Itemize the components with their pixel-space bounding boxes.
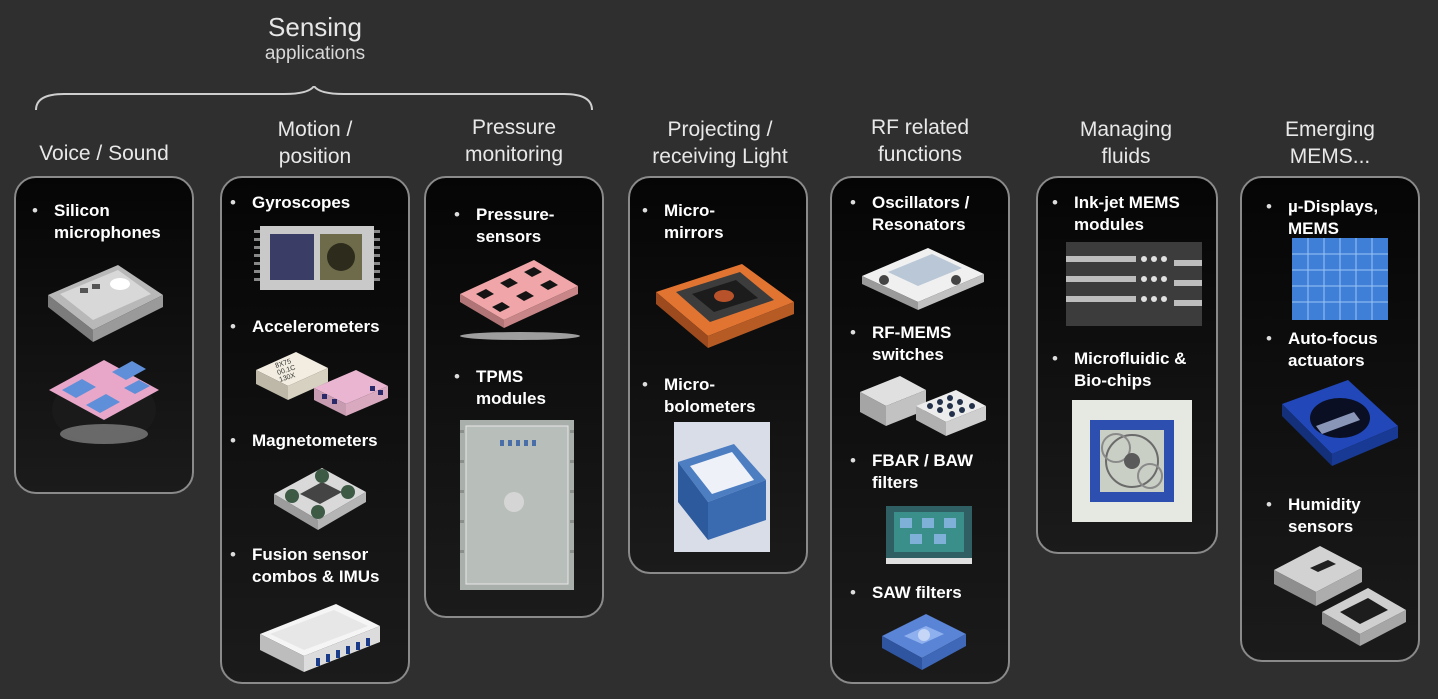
item-humidity-sensors: • Humidity sensors (1266, 495, 1361, 536)
item-magnetometers: • Magnetometers (230, 431, 378, 450)
card-motion-position: • Gyroscopes • Accelerometers 8X75 00.1C 1… (220, 176, 410, 684)
sensing-brace (35, 86, 593, 111)
card-emerging-mems: • µ-Displays, MEMS • Auto-focus actuators • H… (1240, 176, 1420, 662)
column-title-pressure: Pressure monitoring (464, 116, 564, 166)
item-silicon-microphones: • Silicon microphones (32, 201, 161, 242)
item-ink-jet-mems: • Ink-jet MEMS modules (1052, 193, 1180, 234)
card-light: • Micro-mirrors • Micro-bolometers (628, 176, 808, 574)
item-tpms-modules: • TPMS modules (454, 367, 546, 408)
humidity-sensor-image (1274, 546, 1406, 646)
column-title-light: Projecting / receiving Light (652, 118, 788, 168)
tpms-module-image (460, 420, 574, 590)
item-fbar-baw-filters: • FBAR / BAW filters (850, 451, 974, 492)
item-micro-displays: • µ-Displays, MEMS (1266, 197, 1379, 238)
microphone-pads-image (49, 360, 159, 444)
oscillator-image (862, 248, 984, 310)
item-auto-focus-actuators: • Auto-focus actuators (1266, 329, 1378, 370)
microphone-package-image (48, 265, 163, 342)
sensing-title: Sensing (268, 12, 362, 42)
card-rf-functions: • Oscillators / Resonators • RF-MEMS switche… (830, 176, 1010, 684)
column-title-motion: Motion / position (277, 118, 353, 168)
ink-jet-module-image (1066, 242, 1202, 326)
item-saw-filters: • SAW filters (850, 583, 962, 602)
column-title-rf: RF related functions (870, 116, 970, 166)
item-oscillators-resonators: • Oscillators / Resonators (850, 193, 970, 234)
item-rf-mems-switches: • RF-MEMS switches (850, 323, 952, 364)
item-gyroscopes: • Gyroscopes (230, 193, 351, 212)
micro-bolometer-image (674, 422, 770, 552)
item-micro-mirrors: • Micro-mirrors (642, 201, 724, 242)
sensing-subtitle: applications (264, 43, 366, 64)
pressure-sensor-image (460, 260, 580, 340)
column-title-emerging: Emerging MEMS... (1285, 118, 1375, 168)
card-managing-fluids: • Ink-jet MEMS modules • Microfluidic & Bio-… (1036, 176, 1218, 554)
item-fusion-sensor-combos: • Fusion sensor combos & IMUs (230, 545, 380, 586)
column-title-fluids: Managing fluids (1079, 118, 1173, 168)
card-voice-sound: • Silicon microphones (14, 176, 194, 494)
accelerometer-chips-image: 8X75 00.1C 130X (256, 352, 388, 416)
sensing-group-title: Sensing applications (180, 12, 450, 66)
item-accelerometers: • Accelerometers (230, 317, 380, 336)
micro-mirror-image (656, 264, 794, 348)
rf-mems-switch-image (860, 376, 986, 436)
card-pressure-monitoring: • Pressure-sensors • TPMS modules (424, 176, 604, 618)
bio-chip-image (1072, 400, 1192, 522)
micro-display-image (1292, 238, 1388, 320)
column-title-voice: Voice / Sound (39, 142, 169, 165)
item-microfluidic-bio-chips: • Microfluidic & Bio-chips (1052, 349, 1187, 390)
item-micro-bolometers: • Micro-bolometers (642, 375, 756, 416)
imu-package-image (260, 604, 380, 672)
fbar-filter-image (886, 506, 972, 564)
svg-text:8X75: 8X75 (274, 358, 292, 370)
auto-focus-actuator-image (1282, 380, 1398, 466)
item-pressure-sensors: • Pressure-sensors (454, 205, 555, 246)
gyroscope-chip-image (254, 226, 380, 290)
magnetometer-chip-image (274, 468, 366, 530)
svg-text:130X: 130X (278, 372, 296, 384)
saw-filter-image (882, 614, 966, 670)
